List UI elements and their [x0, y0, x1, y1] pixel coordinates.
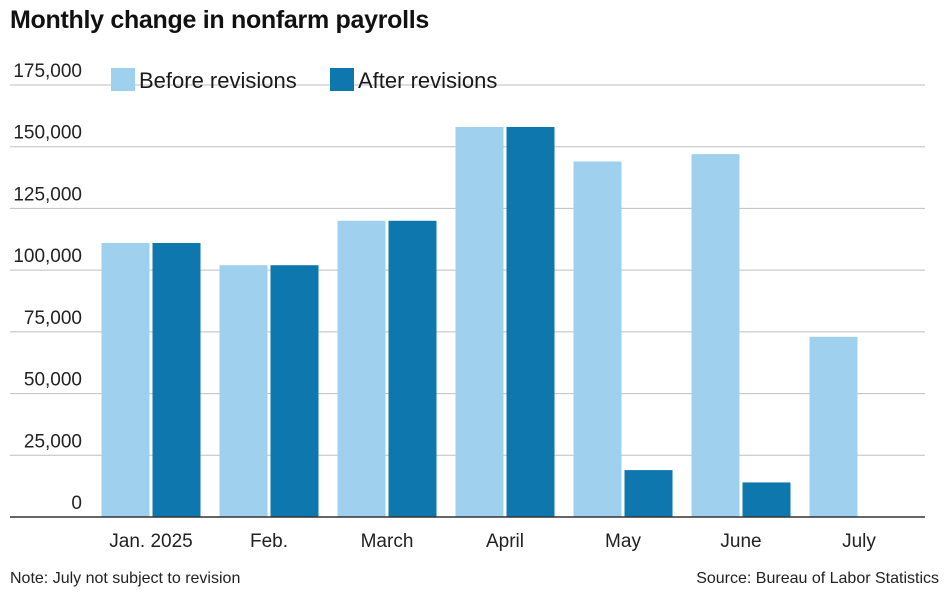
- bar-after-revisions: [624, 470, 673, 517]
- x-tick-label: April: [486, 531, 524, 552]
- bar-after-revisions: [506, 126, 555, 518]
- bar-before-revisions: [455, 126, 504, 518]
- bar-before-revisions: [573, 161, 622, 518]
- bar-before-revisions: [101, 242, 150, 517]
- footnote: Note: July not subject to revision: [10, 570, 241, 587]
- y-tick-label: 100,000: [13, 246, 82, 267]
- y-axis-tick-labels: 0 25,000 50,000 75,000 100,000 125,000 150,000…: [13, 61, 82, 514]
- bar-before-revisions: [809, 336, 858, 517]
- x-tick-label: Feb.: [250, 531, 288, 552]
- bars: [101, 126, 858, 518]
- y-tick-label: 150,000: [13, 123, 82, 144]
- x-tick-label: March: [361, 531, 414, 552]
- legend-swatch-before: [111, 68, 135, 91]
- y-tick-label: 50,000: [24, 370, 82, 391]
- legend-label-before: Before revisions: [139, 68, 297, 93]
- bar-after-revisions: [152, 242, 201, 517]
- y-tick-label: 25,000: [24, 431, 82, 452]
- y-tick-label: 0: [71, 493, 82, 514]
- x-tick-label: July: [842, 531, 876, 552]
- legend-label-after: After revisions: [358, 68, 497, 93]
- y-tick-label: 125,000: [13, 184, 82, 205]
- x-axis-tick-labels: Jan. 2025 Feb. March April May June July: [109, 531, 876, 552]
- source-credit: Source: Bureau of Labor Statistics: [696, 570, 939, 587]
- bar-after-revisions: [388, 220, 437, 517]
- legend-swatch-after: [330, 68, 354, 91]
- bar-before-revisions: [337, 220, 386, 517]
- bar-before-revisions: [219, 265, 268, 517]
- chart-title: Monthly change in nonfarm payrolls: [10, 6, 430, 34]
- x-tick-label: May: [605, 531, 641, 552]
- x-tick-label: Jan. 2025: [109, 531, 192, 552]
- x-tick-label: June: [720, 531, 761, 552]
- bar-before-revisions: [691, 154, 740, 517]
- bar-after-revisions: [270, 265, 319, 517]
- legend: Before revisions After revisions: [111, 68, 497, 93]
- y-tick-label: 175,000: [13, 61, 82, 82]
- y-tick-label: 75,000: [24, 308, 82, 329]
- bar-after-revisions: [742, 482, 791, 517]
